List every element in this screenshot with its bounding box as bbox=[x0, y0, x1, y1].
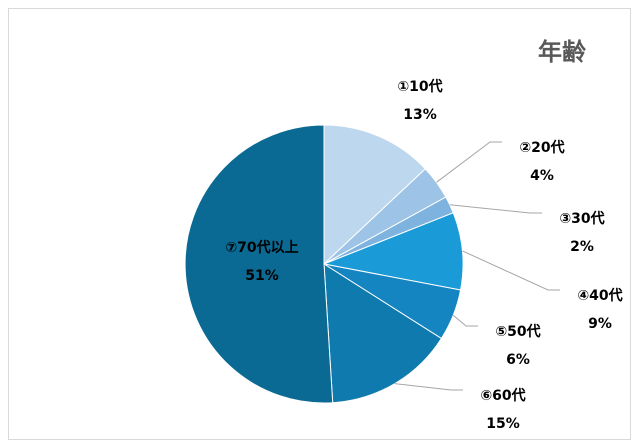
category-label: ②20代 bbox=[519, 139, 564, 156]
pie-slice bbox=[184, 124, 334, 404]
value-label: 9% bbox=[588, 316, 612, 332]
leader-line bbox=[394, 383, 463, 391]
leader-line bbox=[462, 250, 560, 291]
pie-slice bbox=[323, 263, 443, 404]
category-label: ③30代 bbox=[559, 210, 604, 227]
category-label: ①10代 bbox=[397, 78, 442, 95]
leader-line bbox=[449, 204, 542, 214]
category-label: ⑤50代 bbox=[495, 323, 540, 340]
category-label: ⑥60代 bbox=[480, 387, 525, 404]
category-label: ④40代 bbox=[577, 287, 622, 304]
pie-slice bbox=[322, 212, 464, 291]
pie-slice bbox=[323, 124, 427, 266]
value-label: 13% bbox=[403, 107, 437, 123]
category-label: ⑦70代以上 bbox=[225, 239, 298, 256]
value-label: 15% bbox=[486, 416, 520, 432]
leader-line bbox=[452, 314, 478, 327]
chart-title: 年齢 bbox=[538, 38, 587, 66]
value-label: 2% bbox=[570, 239, 594, 255]
value-label: 6% bbox=[506, 352, 530, 368]
value-label: 51% bbox=[245, 268, 279, 284]
value-label: 4% bbox=[530, 168, 554, 184]
leader-line bbox=[436, 141, 502, 183]
